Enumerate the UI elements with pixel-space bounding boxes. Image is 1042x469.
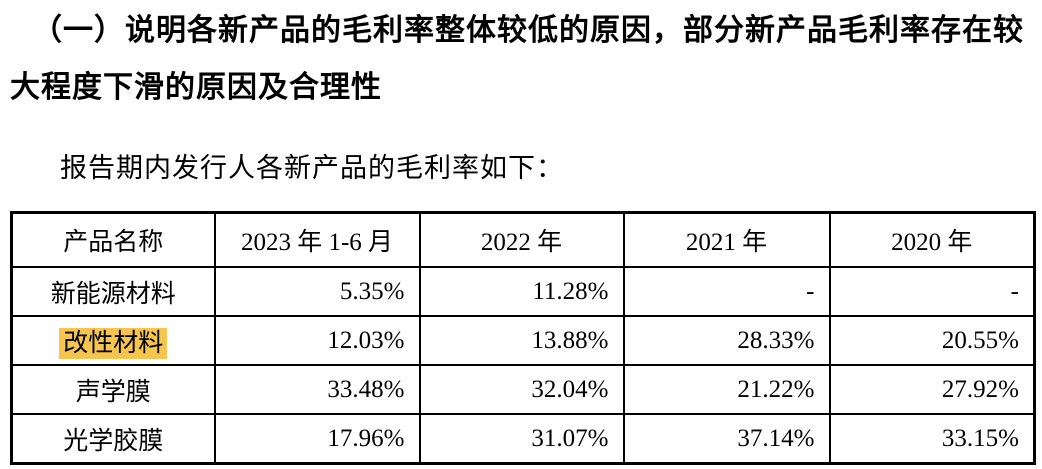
product-name-cell: 改性材料 (10, 315, 216, 366)
section-heading: （一）说明各新产品的毛利率整体较低的原因，部分新产品毛利率存在较 大程度下滑的原… (10, 2, 1034, 116)
column-header-2022: 2022 年 (418, 211, 625, 268)
section-heading-line1: （一）说明各新产品的毛利率整体较低的原因，部分新产品毛利率存在较 (32, 14, 1024, 47)
section-heading-line2: 大程度下滑的原因及合理性 (10, 71, 382, 104)
value-cell: 32.04% (418, 364, 625, 415)
gross-margin-table: 产品名称 2023 年 1-6 月 2022 年 2021 年 2020 年 新… (10, 211, 1036, 465)
column-header-product: 产品名称 (10, 211, 216, 268)
table-row: 声学膜 33.48% 32.04% 21.22% 27.92% (10, 364, 1036, 415)
value-cell: 13.88% (418, 315, 625, 366)
value-cell: 33.48% (213, 364, 421, 415)
value-cell: 5.35% (213, 266, 421, 317)
column-header-2021: 2021 年 (622, 211, 831, 268)
column-header-2020: 2020 年 (828, 211, 1036, 268)
intro-paragraph: 报告期内发行人各新产品的毛利率如下： (60, 153, 564, 183)
product-name-cell: 光学胶膜 (10, 413, 216, 465)
table-row: 改性材料 12.03% 13.88% 28.33% 20.55% (10, 315, 1036, 366)
highlight-mark: 改性材料 (59, 327, 168, 359)
value-cell: - (828, 266, 1036, 317)
column-header-2023h1: 2023 年 1-6 月 (213, 211, 421, 268)
value-cell: 33.15% (828, 413, 1036, 465)
value-cell: 28.33% (622, 315, 831, 366)
value-cell: 31.07% (418, 413, 625, 465)
value-cell: 12.03% (213, 315, 421, 366)
value-cell: 20.55% (828, 315, 1036, 366)
table-header-row: 产品名称 2023 年 1-6 月 2022 年 2021 年 2020 年 (10, 211, 1036, 268)
table-row: 光学胶膜 17.96% 31.07% 37.14% 33.15% (10, 413, 1036, 465)
value-cell: 21.22% (622, 364, 831, 415)
value-cell: - (622, 266, 831, 317)
product-name-cell: 新能源材料 (10, 266, 216, 317)
value-cell: 17.96% (213, 413, 421, 465)
value-cell: 11.28% (418, 266, 625, 317)
value-cell: 27.92% (828, 364, 1036, 415)
value-cell: 37.14% (622, 413, 831, 465)
table-row: 新能源材料 5.35% 11.28% - - (10, 266, 1036, 317)
product-name-cell: 声学膜 (10, 364, 216, 415)
